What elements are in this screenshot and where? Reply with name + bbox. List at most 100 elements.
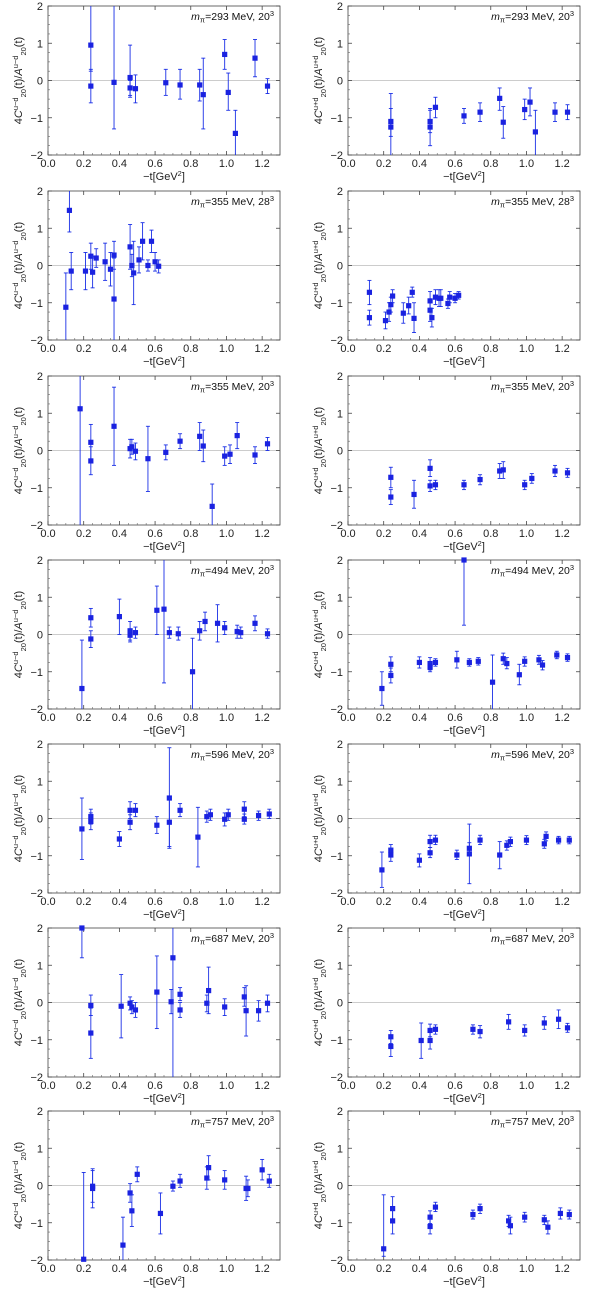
y-axis-label: 4Cu+d20(t)/Au+d20(t): [311, 37, 328, 124]
data-point: [154, 585, 160, 635]
y-tick-label: 1: [37, 408, 43, 420]
data-marker: [477, 109, 483, 115]
data-marker: [506, 1218, 512, 1224]
data-point: [557, 1207, 563, 1220]
x-tick-label: 0.4: [412, 158, 427, 170]
data-point: [88, 1007, 94, 1059]
data-marker: [388, 852, 394, 858]
data-point: [222, 1170, 228, 1190]
chart-panel-5: 0.0 0.2 0.4 0.6 0.8 1.0 1.2 2 1 0 −1 −2 −t[GeV2] 4Cu+…: [311, 371, 581, 553]
x-tick-label: 1.2: [255, 158, 270, 170]
data-point: [466, 658, 472, 667]
data-point: [529, 473, 535, 484]
x-tick-label: 1.0: [219, 1263, 234, 1275]
y-tick-label: −2: [30, 888, 43, 900]
legend-label: mπ=596 MeV, 203: [191, 747, 274, 763]
data-point: [461, 557, 467, 626]
data-marker: [157, 1210, 164, 1217]
x-tick-label: 0.6: [447, 343, 462, 355]
data-marker: [222, 625, 228, 631]
data-point: [90, 1168, 96, 1209]
data-point: [241, 987, 247, 1007]
data-marker: [129, 1004, 135, 1010]
x-tick-label: 0.0: [40, 1080, 55, 1092]
x-tick-label: 0.4: [412, 896, 427, 908]
x-axis-label: −t[GeV2]: [443, 1091, 485, 1105]
data-marker: [111, 252, 117, 258]
data-marker: [88, 636, 94, 642]
data-point: [432, 834, 439, 846]
data-point: [116, 831, 122, 847]
data-marker: [529, 475, 535, 482]
x-tick-label: 1.0: [519, 1080, 534, 1092]
x-tick-label: 1.2: [555, 712, 570, 724]
legend-label: mπ=355 MeV, 283: [491, 194, 574, 210]
data-point: [168, 989, 174, 1015]
data-marker: [204, 814, 210, 820]
data-marker: [504, 660, 510, 667]
data-marker: [497, 95, 503, 101]
x-tick-label: 0.6: [147, 1263, 162, 1275]
data-point: [264, 437, 271, 451]
data-marker: [475, 658, 481, 664]
data-marker: [234, 628, 240, 635]
data-marker: [136, 257, 142, 263]
x-tick-label: 0.2: [76, 1080, 91, 1092]
data-point: [555, 1009, 562, 1030]
y-tick-label: −2: [330, 335, 343, 347]
data-marker: [409, 289, 415, 295]
data-marker: [477, 476, 483, 483]
data-point: [152, 252, 158, 272]
data-marker: [127, 1190, 133, 1196]
x-tick-label: 1.2: [255, 896, 270, 908]
data-marker: [77, 406, 83, 412]
data-marker: [541, 841, 547, 847]
data-point: [566, 1209, 572, 1220]
data-marker: [400, 310, 406, 316]
data-point: [543, 831, 549, 842]
data-marker: [232, 130, 238, 136]
data-point: [266, 1173, 272, 1188]
x-tick-label: 0.6: [447, 528, 462, 540]
y-tick-label: 0: [337, 814, 343, 826]
data-marker: [379, 685, 385, 692]
y-tick-label: 0: [337, 446, 343, 458]
data-point: [68, 252, 74, 291]
data-point: [197, 422, 203, 451]
data-point: [564, 104, 571, 121]
chart-panel-0: 0.0 0.2 0.4 0.6 0.8 1.0 1.2 2 1 0 −1 −2 −t[GeV2] 4Cu−…: [11, 1, 281, 183]
chart-panel-4: 0.0 0.2 0.4 0.6 0.8 1.0 1.2 2 1 0 −1 −2 −t[GeV2] 4Cu−…: [11, 371, 281, 553]
x-tick-label: 0.6: [147, 343, 162, 355]
data-marker: [214, 620, 221, 626]
data-marker: [234, 433, 240, 439]
data-marker: [243, 1008, 249, 1014]
data-point: [241, 813, 247, 825]
data-marker: [163, 80, 169, 86]
data-point: [243, 985, 249, 1037]
chart-panel-3: 0.0 0.2 0.4 0.6 0.8 1.0 1.2 2 1 0 −1 −2 −t[GeV2] 4Cu+…: [311, 186, 581, 368]
data-point: [409, 286, 415, 298]
data-marker: [241, 806, 247, 812]
y-tick-label: 0: [337, 998, 343, 1010]
x-tick-label: 0.0: [40, 528, 55, 540]
y-axis-label: 4Cu−d20(t)/Au−d20(t): [11, 222, 28, 309]
data-marker: [88, 42, 94, 48]
data-point: [388, 489, 394, 505]
y-tick-label: −1: [330, 113, 343, 125]
data-point: [454, 650, 460, 669]
data-marker: [527, 99, 533, 105]
data-point: [432, 1201, 439, 1213]
x-tick-label: 1.0: [219, 343, 234, 355]
x-tick-label: 0.0: [340, 896, 355, 908]
data-marker: [388, 124, 394, 130]
y-tick-label: 2: [337, 555, 343, 567]
data-marker: [522, 482, 528, 488]
data-marker: [427, 465, 433, 471]
data-point: [88, 630, 94, 648]
data-marker: [200, 443, 206, 449]
legend-label: mπ=757 MeV, 203: [191, 1114, 274, 1130]
y-tick-label: −2: [330, 520, 343, 532]
data-point: [79, 639, 85, 709]
x-tick-label: 0.2: [76, 528, 91, 540]
data-point: [432, 479, 439, 491]
